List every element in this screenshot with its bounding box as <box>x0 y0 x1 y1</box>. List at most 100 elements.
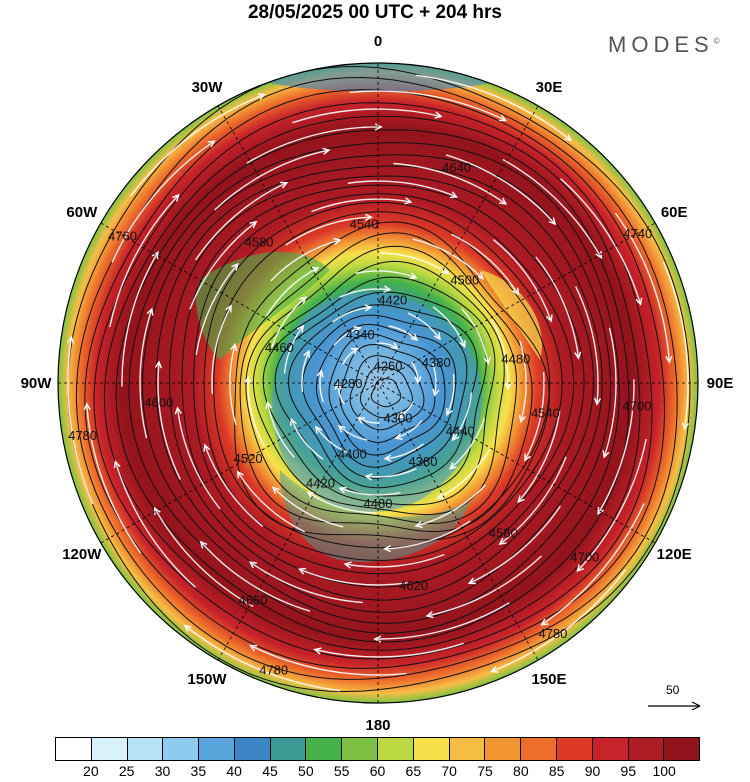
streamline <box>67 336 94 505</box>
streamline <box>229 344 237 425</box>
streamline-arrowhead <box>257 93 266 100</box>
streamline <box>249 561 363 604</box>
contour-label: 4420 <box>378 292 407 307</box>
streamline <box>355 270 417 279</box>
streamline <box>292 108 442 124</box>
streamline-arrowhead <box>365 213 373 222</box>
streamline <box>426 555 542 617</box>
streamline-arrowhead <box>449 191 459 199</box>
legend-swatch <box>449 738 486 760</box>
streamline <box>432 306 466 347</box>
streamline <box>307 492 376 514</box>
streamline-arrowhead <box>343 561 352 569</box>
streamline <box>111 140 215 263</box>
legend-tick-label: 100 <box>652 763 676 779</box>
contour-label: 4260 <box>374 359 403 374</box>
wind-reference-arrow <box>648 701 701 711</box>
streamline-arrowhead <box>230 342 238 352</box>
longitude-label: 30W <box>192 79 224 96</box>
contour-label: 4600 <box>144 395 173 410</box>
height-contour <box>349 355 425 431</box>
streamline-arrowhead <box>315 425 323 434</box>
streamline-arrowhead <box>595 251 603 260</box>
streamline-arrowhead <box>593 397 602 406</box>
streamline <box>519 341 527 422</box>
streamline <box>333 327 361 346</box>
streamline <box>461 308 489 364</box>
streamline-arrowhead <box>383 544 391 553</box>
contour-label: 4780 <box>259 663 288 678</box>
streamline <box>384 443 424 460</box>
contour-label: 4480 <box>501 352 530 367</box>
legend-tick-label: 65 <box>405 763 422 779</box>
streamline <box>597 379 635 515</box>
streamline <box>344 553 445 568</box>
map-title: 28/05/2025 00 UTC + 204 hrs <box>247 2 503 23</box>
contour-label: 4660 <box>239 593 268 608</box>
streamline-arrowhead <box>236 470 244 479</box>
contour-label: 4540 <box>531 406 560 421</box>
streamline <box>338 425 368 441</box>
legend-swatch <box>592 738 629 760</box>
streamline-arrowhead <box>154 360 163 369</box>
contour-label: 4780 <box>538 626 567 641</box>
streamline-arrowhead <box>374 123 383 131</box>
low-core-blob <box>272 292 482 512</box>
streamline <box>214 149 330 211</box>
legend-swatch <box>270 738 307 760</box>
streamline <box>267 402 295 458</box>
longitude-labels: 0 30E 60E 90E 120E 150E 180 150W 120W 90W 60W 30W <box>21 33 734 734</box>
streamline <box>384 520 471 550</box>
streamline <box>211 305 232 395</box>
streamline-arrowhead <box>67 335 75 344</box>
streamline <box>114 461 196 588</box>
height-contour <box>245 245 517 524</box>
streamline-arrowhead <box>383 454 392 462</box>
streamline <box>412 238 484 280</box>
streamline-arrowhead <box>383 285 392 293</box>
streamline-arrowhead <box>350 347 360 355</box>
streamline-arrowhead <box>459 340 466 349</box>
streamline-arrowhead <box>574 351 582 360</box>
streamline-arrowhead <box>311 266 320 274</box>
height-contour <box>193 193 575 575</box>
longitude-label: 120W <box>62 546 102 563</box>
streamline-arrowhead <box>394 432 403 440</box>
legend-tick-label: 55 <box>333 763 350 779</box>
streamline <box>388 325 418 341</box>
streamline <box>445 154 556 225</box>
streamline-arrowhead <box>356 417 366 424</box>
streamline-arrowhead <box>151 250 159 259</box>
streamline-arrowhead <box>280 181 289 189</box>
streamline <box>332 306 372 323</box>
wind-streamlines <box>67 74 689 692</box>
streamline-arrowhead <box>316 369 324 378</box>
streamline <box>154 507 254 608</box>
streamline <box>311 198 412 213</box>
streamline-arrowhead <box>203 443 211 452</box>
streamline <box>491 319 509 389</box>
streamline-arrowhead <box>231 262 239 271</box>
streamline-arrowhead <box>207 140 216 148</box>
contour-label: 4760 <box>108 229 137 244</box>
legend-tick-label: 25 <box>118 763 135 779</box>
longitude-label: 90E <box>707 375 734 392</box>
streamline <box>393 162 507 205</box>
streamline-arrowhead <box>364 304 373 312</box>
streamline <box>449 418 485 470</box>
streamline <box>176 407 221 510</box>
streamline-arrowhead <box>504 382 512 391</box>
legend-tick-label: 60 <box>369 763 386 779</box>
streamline-arrowhead <box>425 611 434 619</box>
streamline-arrowhead <box>271 486 280 495</box>
legend-tick-label: 95 <box>620 763 637 779</box>
streamline-arrowhead <box>665 355 673 364</box>
streamline-arrowhead <box>249 220 258 229</box>
streamline-arrowhead <box>225 304 232 313</box>
streamline-arrowhead <box>518 414 526 424</box>
legend-ticks: 20 25 30 35 40 45 50 55 60 65 70 75 80 85 90 95 100 <box>55 763 700 781</box>
streamline <box>237 471 306 533</box>
streamline-arrowhead <box>113 460 121 469</box>
streamline-arrowhead <box>540 618 549 626</box>
legend-tick-label: 50 <box>298 763 314 779</box>
